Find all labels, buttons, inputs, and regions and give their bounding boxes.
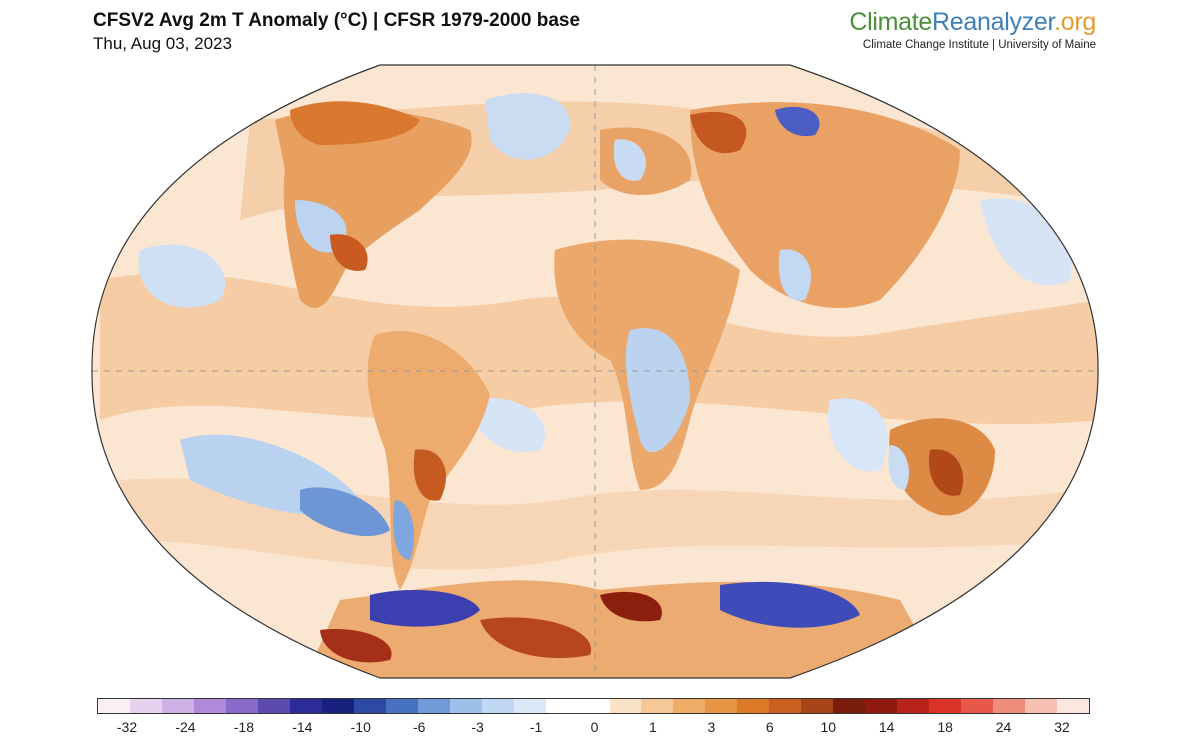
colorbar: [97, 698, 1090, 714]
colorbar-swatch: [801, 699, 834, 713]
colorbar-swatch: [385, 699, 418, 713]
colorbar-label: -6: [412, 719, 426, 735]
colorbar-label: 1: [649, 719, 657, 735]
colorbar-swatch: [737, 699, 770, 713]
anomaly-field: [91, 65, 1099, 678]
colorbar-label: 32: [1054, 719, 1070, 735]
colorbar-swatch: [1025, 699, 1058, 713]
colorbar-label: 14: [878, 719, 895, 735]
colorbar-label: -1: [529, 719, 543, 735]
colorbar-swatch: [641, 699, 674, 713]
cool-patch-satlantic: [470, 398, 546, 452]
antarctica-hot-west: [320, 629, 392, 663]
colorbar-label: 0: [590, 719, 599, 735]
colorbar-swatch: [929, 699, 962, 713]
brazil-hot: [413, 449, 446, 501]
colorbar-swatch: [257, 699, 290, 713]
colorbar-label: 6: [765, 719, 774, 735]
colorbar-label: 3: [707, 719, 716, 735]
colorbar-swatch: [98, 699, 130, 713]
map-date: Thu, Aug 03, 2023: [93, 34, 232, 53]
colorbar-label: -32: [116, 719, 138, 735]
asia-land: [690, 102, 960, 309]
colorbar-label: -18: [233, 719, 254, 735]
colorbar-swatch: [417, 699, 450, 713]
colorbar-swatch: [577, 699, 610, 713]
map-title: CFSV2 Avg 2m T Anomaly (°C) | CFSR 1979-…: [93, 10, 581, 31]
colorbar-swatch: [705, 699, 738, 713]
antarctica-cold-west: [370, 590, 480, 627]
colorbar-swatch: [673, 699, 706, 713]
australia-hot: [929, 449, 964, 496]
colorbar-swatch: [769, 699, 802, 713]
north-america-land: [275, 109, 472, 309]
colorbar-swatch: [353, 699, 386, 713]
globe-outline: [91, 64, 1099, 679]
antarctica-hot-ridge: [600, 591, 662, 622]
colorbar-label: 24: [995, 719, 1012, 735]
colorbar-swatch: [449, 699, 482, 713]
cool-patch-indian: [828, 398, 888, 472]
patagonia-cool: [393, 500, 415, 560]
colorbar-swatch: [993, 699, 1026, 713]
colorbar-swatch: [129, 699, 162, 713]
colorbar-swatch: [193, 699, 226, 713]
colorbar-swatch: [961, 699, 994, 713]
brand-name: ClimateReanalyzer.org: [849, 8, 1096, 36]
scandinavia-cool: [613, 139, 646, 181]
colorbar-swatch: [1057, 699, 1090, 713]
brand-subtitle: Climate Change Institute | University of…: [862, 39, 1096, 51]
canada-hot: [290, 101, 420, 145]
colorbar-swatch: [513, 699, 546, 713]
siberia-cold: [775, 106, 820, 137]
colorbar-label: -14: [292, 719, 313, 735]
central-africa-cool: [625, 328, 690, 453]
colorbar-label: -3: [471, 719, 484, 735]
colorbar-label: -10: [350, 719, 371, 735]
colorbar-label: 10: [820, 719, 837, 735]
colorbar-swatch: [289, 699, 322, 713]
colorbar-swatch: [161, 699, 194, 713]
west-australia-cool: [888, 445, 910, 490]
colorbar-swatch: [545, 699, 578, 713]
colorbar-swatch: [321, 699, 354, 713]
colorbar-labels: -32 -24 -18 -14 -10 -6 -3 -1 0 1 3 6 10 14 18 24 32: [97, 719, 1090, 739]
brand-logo[interactable]: ClimateReanalyzer.org Climate Change Ins…: [849, 8, 1096, 51]
greenland-cool: [485, 93, 571, 160]
colorbar-swatch: [833, 699, 866, 713]
colorbar-label: 18: [937, 719, 953, 735]
colorbar-swatch: [609, 699, 642, 713]
colorbar-swatch: [481, 699, 514, 713]
colorbar-swatch: [225, 699, 258, 713]
russia-hot: [690, 111, 747, 154]
colorbar-swatch: [865, 699, 898, 713]
us-south-hot: [330, 234, 368, 271]
cold-patch-spacific: [300, 487, 390, 537]
india-cool: [778, 249, 811, 301]
antarctica-hot-mid: [480, 617, 592, 659]
antarctica-cold-east: [720, 581, 860, 628]
colorbar-swatch: [897, 699, 930, 713]
colorbar-label: -24: [175, 719, 196, 735]
cool-patch-npacific: [138, 244, 226, 308]
